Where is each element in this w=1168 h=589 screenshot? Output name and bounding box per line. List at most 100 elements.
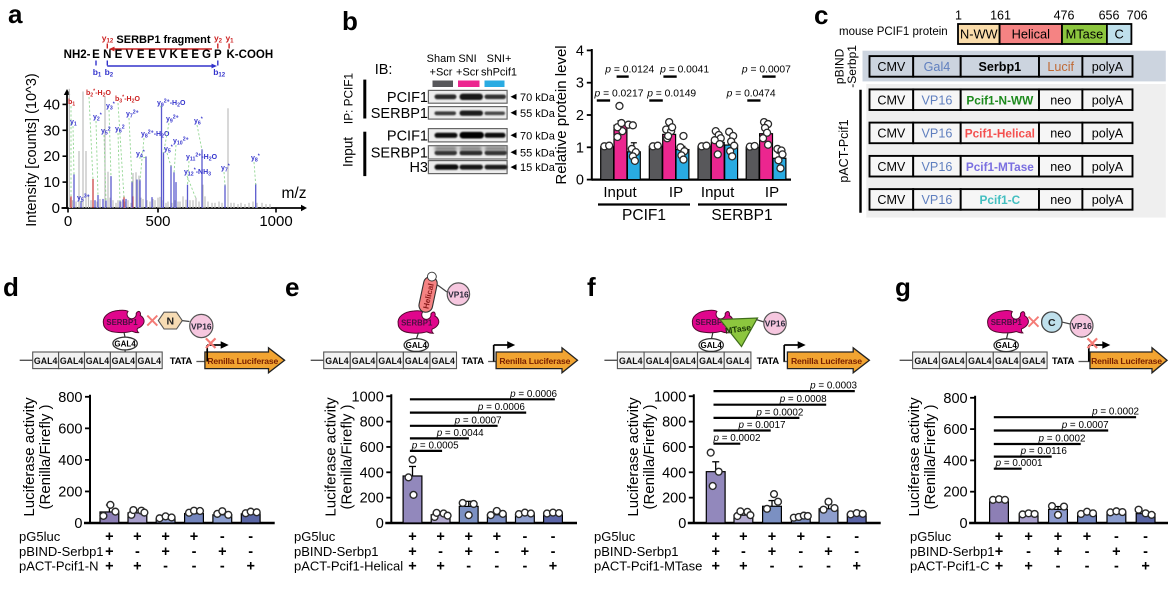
svg-text:30: 30	[43, 122, 60, 139]
svg-text:1: 1	[576, 140, 584, 156]
svg-text:+: +	[436, 529, 444, 545]
svg-text:VP16: VP16	[922, 93, 953, 107]
svg-text:-: -	[1114, 529, 1119, 545]
svg-text:IP: PCIF1: IP: PCIF1	[342, 73, 356, 124]
svg-text:p = 0.0007: p = 0.0007	[454, 415, 502, 426]
svg-text:E: E	[137, 49, 145, 61]
svg-text:y3*: y3*	[106, 101, 116, 111]
svg-text:800: 800	[58, 390, 82, 406]
svg-text:pBIND-Serbp1: pBIND-Serbp1	[19, 544, 104, 559]
svg-text:g: g	[895, 272, 911, 302]
svg-text:GAL4: GAL4	[325, 356, 349, 366]
svg-text:p = 0.0474: p = 0.0474	[726, 89, 776, 100]
svg-text:GAL4: GAL4	[86, 356, 110, 366]
svg-text:+: +	[105, 529, 113, 545]
svg-text:polyA: polyA	[1092, 127, 1124, 141]
svg-text:GAL4: GAL4	[996, 341, 1018, 350]
svg-text:p = 0.0007: p = 0.0007	[1061, 420, 1109, 431]
svg-text:y2*: y2*	[93, 112, 103, 122]
svg-text:CMV: CMV	[877, 193, 906, 207]
svg-text:SERBP1: SERBP1	[371, 106, 428, 122]
svg-text:-: -	[798, 558, 803, 574]
svg-text:y1: y1	[225, 33, 234, 45]
svg-text:706: 706	[1127, 9, 1148, 23]
svg-text:y6*: y6*	[194, 116, 204, 126]
svg-text:4: 4	[576, 43, 584, 59]
svg-text:200: 200	[360, 491, 384, 507]
svg-text:+: +	[711, 558, 719, 574]
svg-text:GAL4: GAL4	[112, 356, 136, 366]
svg-text:Pcif1-MTase: Pcif1-MTase	[966, 160, 1034, 174]
svg-text:0: 0	[576, 173, 584, 189]
svg-text:400: 400	[943, 453, 967, 469]
svg-text:SERBP1: SERBP1	[991, 318, 1023, 327]
svg-text:p = 0.0217: p = 0.0217	[594, 89, 644, 100]
svg-text:PCIF1: PCIF1	[387, 90, 428, 106]
svg-text:CMV: CMV	[877, 93, 906, 107]
svg-text:-: -	[220, 529, 225, 545]
svg-text:P: P	[214, 49, 222, 61]
svg-text:b1: b1	[93, 67, 102, 79]
svg-text:GAL4: GAL4	[378, 356, 402, 366]
svg-text:1000: 1000	[259, 213, 292, 230]
svg-text:-: -	[1085, 558, 1090, 574]
svg-text:p = 0.0116: p = 0.0116	[1020, 446, 1068, 457]
svg-text:neo: neo	[1050, 93, 1071, 107]
svg-text:pG5luc: pG5luc	[19, 529, 61, 544]
svg-text:600: 600	[943, 422, 967, 438]
svg-text:VP16: VP16	[1071, 321, 1092, 331]
svg-text:y5*: y5*	[164, 144, 174, 154]
svg-text:+: +	[549, 558, 557, 574]
svg-text:(Renilla/Firefly ): (Renilla/Firefly )	[641, 404, 658, 509]
svg-text:55 kDa: 55 kDa	[520, 108, 556, 120]
svg-text:G: G	[202, 49, 211, 61]
svg-text:Lucif: Lucif	[1047, 60, 1074, 74]
svg-text:TATA: TATA	[461, 356, 484, 367]
svg-text:-: -	[163, 558, 168, 574]
svg-text:GAL4: GAL4	[34, 356, 58, 366]
svg-text:-: -	[1056, 558, 1061, 574]
svg-text:E: E	[115, 49, 123, 61]
svg-text:0: 0	[74, 516, 82, 532]
svg-text:-: -	[551, 529, 556, 545]
svg-text:70 kDa: 70 kDa	[520, 92, 556, 104]
svg-text:p = 0.0017: p = 0.0017	[738, 420, 786, 431]
svg-text:+: +	[768, 529, 776, 545]
svg-text:600: 600	[58, 421, 82, 437]
svg-text:+: +	[408, 558, 416, 574]
svg-text:polyA: polyA	[1092, 193, 1124, 207]
svg-text:c: c	[814, 0, 828, 30]
svg-text:Pcif1-Helical: Pcif1-Helical	[965, 127, 1035, 141]
svg-text:Renilla Luciferase: Renilla Luciferase	[791, 356, 862, 366]
svg-text:pG5luc: pG5luc	[294, 529, 336, 544]
svg-text:+: +	[161, 529, 169, 545]
svg-text:TATA: TATA	[757, 356, 780, 367]
svg-text:GAL4: GAL4	[726, 356, 750, 366]
svg-text:y102+: y102+	[173, 136, 189, 146]
svg-text:y92+: y92+	[166, 114, 179, 124]
svg-text:f: f	[587, 272, 596, 302]
svg-text:Renilla Luciferase: Renilla Luciferase	[207, 356, 278, 366]
svg-text:Pcif1-N-WW: Pcif1-N-WW	[966, 93, 1034, 107]
svg-text:0: 0	[376, 516, 384, 532]
svg-text:pG5luc: pG5luc	[594, 529, 636, 544]
svg-text:CMV: CMV	[877, 60, 906, 74]
svg-text:GAL4: GAL4	[138, 356, 162, 366]
svg-text:V: V	[159, 49, 167, 61]
svg-text:GAL4: GAL4	[646, 356, 670, 366]
svg-text:400: 400	[360, 465, 384, 481]
svg-text:neo: neo	[1050, 160, 1071, 174]
svg-text:20: 20	[43, 148, 60, 165]
svg-text:+: +	[1141, 558, 1149, 574]
svg-text:N: N	[103, 49, 111, 61]
svg-text:p = 0.0002: p = 0.0002	[1091, 407, 1139, 418]
svg-text:IP: IP	[765, 184, 779, 201]
svg-text:N-WW: N-WW	[960, 27, 999, 42]
svg-text:GAL4: GAL4	[406, 341, 428, 350]
svg-text:p = 0.0003: p = 0.0003	[809, 381, 857, 392]
svg-text:b: b	[342, 6, 358, 36]
svg-text:VP16: VP16	[448, 289, 469, 299]
svg-text:VP16: VP16	[765, 319, 786, 329]
svg-text:V: V	[126, 49, 134, 61]
svg-text:600: 600	[662, 440, 686, 456]
